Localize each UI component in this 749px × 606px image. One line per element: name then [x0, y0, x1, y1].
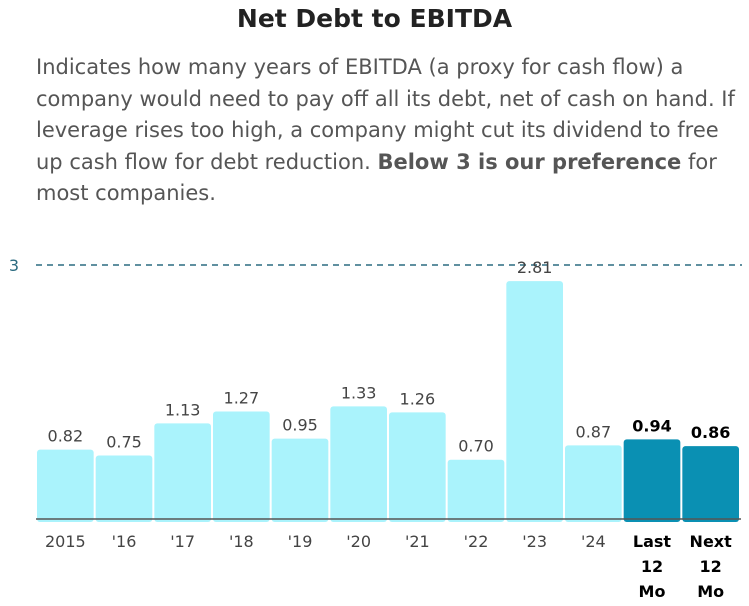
x-tick-label: Mo	[639, 582, 666, 601]
x-tick-label: '18	[229, 532, 254, 551]
x-tick-label: '19	[288, 532, 313, 551]
x-tick-label: '16	[112, 532, 137, 551]
bar	[389, 412, 446, 522]
bar	[95, 455, 153, 522]
x-tick-label: 12	[641, 557, 663, 576]
data-label: 1.33	[341, 383, 377, 402]
data-label: 0.82	[48, 427, 84, 446]
x-tick-label: '20	[346, 532, 371, 551]
data-label: 1.27	[224, 388, 260, 407]
x-tick-label: Last	[633, 532, 672, 551]
reference-label: 3	[9, 256, 19, 275]
data-label: 0.70	[458, 437, 494, 456]
chart-title: Net Debt to EBITDA	[236, 4, 513, 33]
data-label: 1.26	[400, 389, 436, 408]
x-tick-label: 2015	[45, 532, 86, 551]
data-label: 0.94	[632, 416, 671, 435]
data-label: 0.87	[576, 422, 612, 441]
bar	[447, 459, 505, 522]
bar	[565, 445, 622, 522]
bar	[623, 439, 681, 522]
x-tick-label: 12	[700, 557, 722, 576]
bar	[213, 411, 270, 522]
x-tick-label: '17	[170, 532, 195, 551]
x-tick-label: '21	[405, 532, 430, 551]
bar	[506, 281, 563, 522]
x-tick-label: '23	[522, 532, 547, 551]
x-tick-label: Mo	[697, 582, 724, 601]
chart-description: Indicates how many years of EBITDA (a pr…	[36, 52, 736, 210]
bar	[154, 423, 211, 522]
data-label: 1.13	[165, 400, 201, 419]
bar	[330, 406, 387, 522]
data-label: 0.75	[106, 433, 142, 452]
description-emphasis: Below 3 is our preference	[377, 149, 682, 174]
bar	[271, 438, 329, 522]
description-text: Indicates how many years of EBITDA (a pr…	[36, 55, 735, 174]
x-tick-label: '24	[581, 532, 606, 551]
x-tick-label: Next	[690, 532, 733, 551]
data-label: 2.81	[517, 258, 553, 277]
x-tick-label: '22	[464, 532, 489, 551]
bar	[682, 446, 739, 522]
description-tail: for most companies.	[36, 149, 717, 206]
data-label: 0.86	[691, 423, 730, 442]
bar	[37, 449, 94, 522]
data-label: 0.95	[282, 416, 318, 435]
